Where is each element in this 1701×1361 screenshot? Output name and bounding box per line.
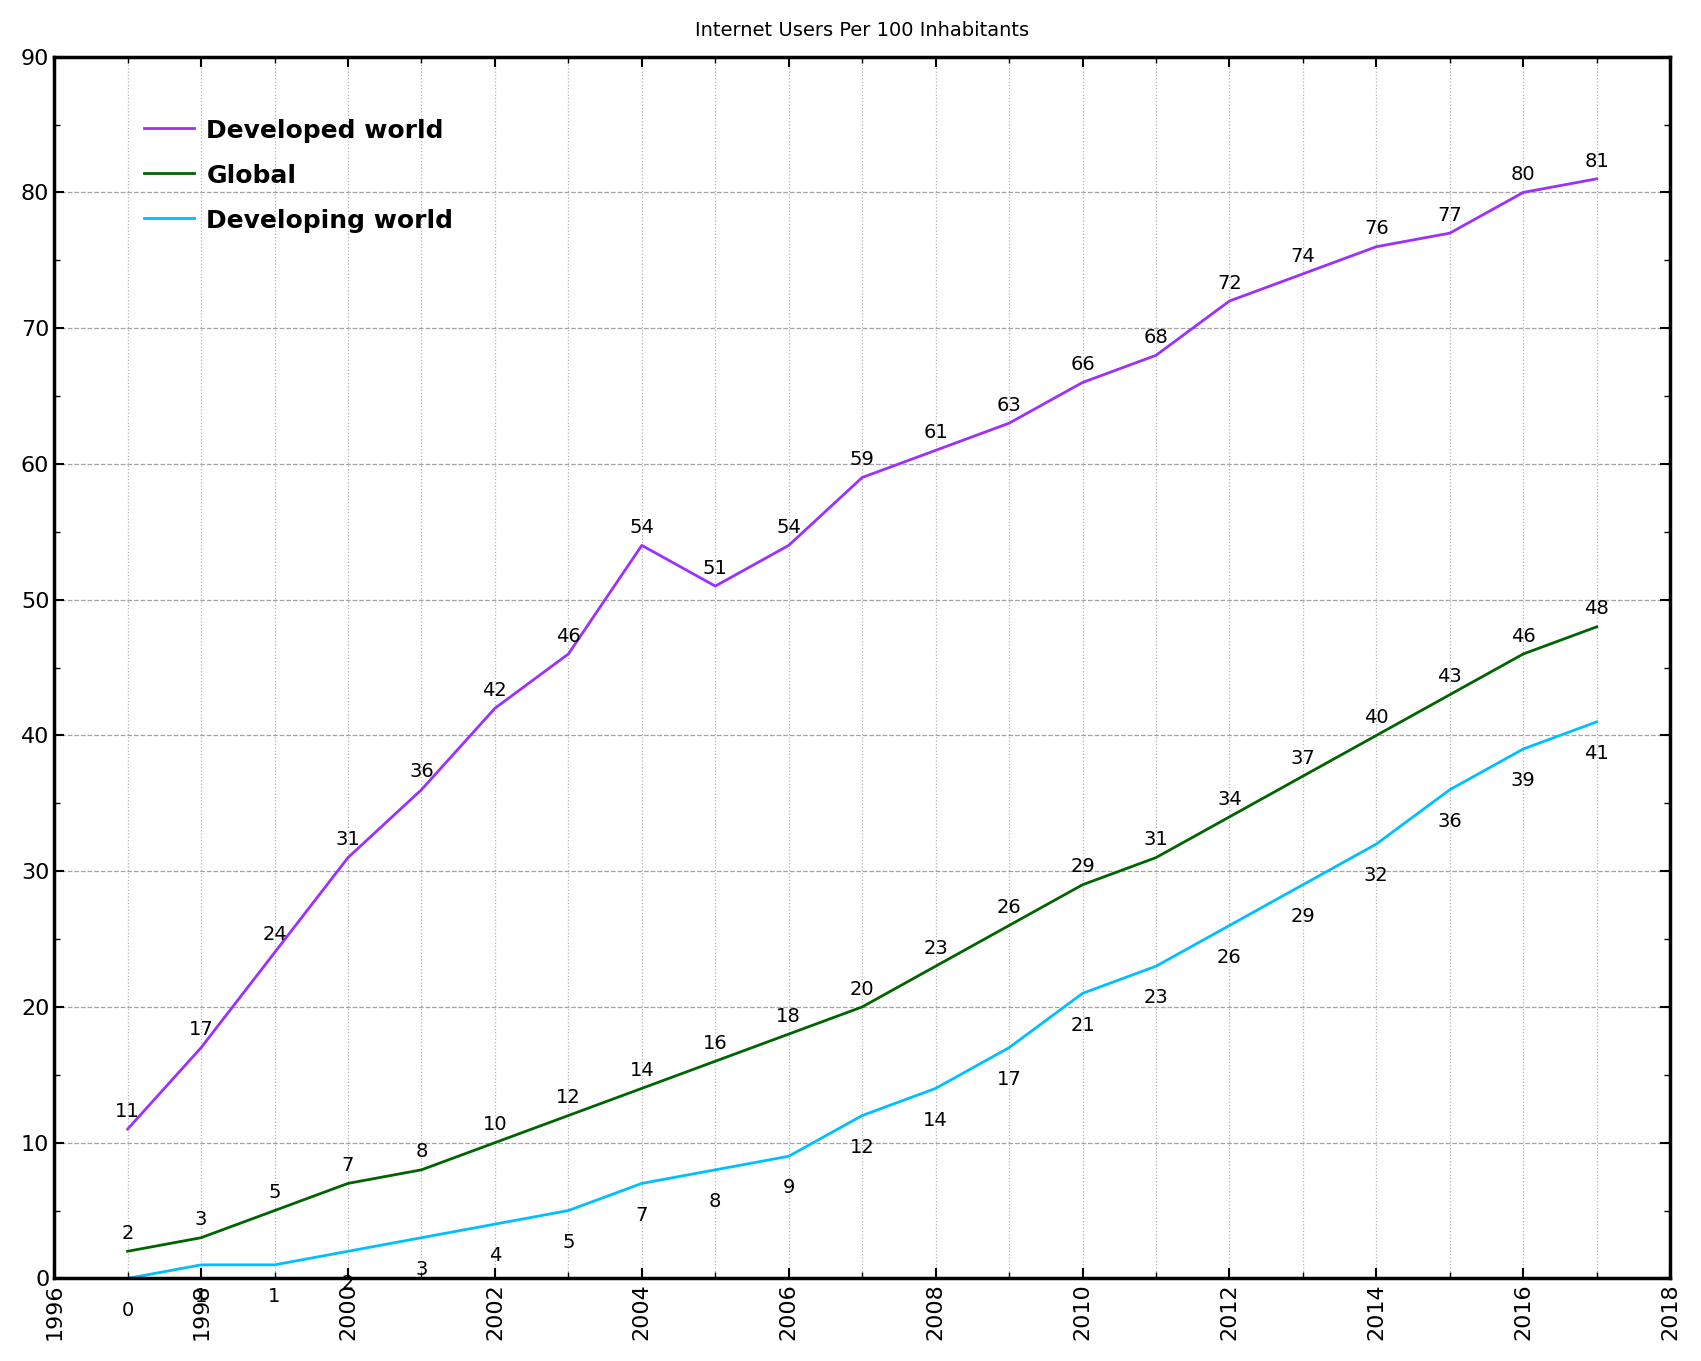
Text: 81: 81	[1584, 151, 1609, 170]
Text: 72: 72	[1218, 274, 1242, 293]
Text: 8: 8	[709, 1192, 721, 1211]
Text: 54: 54	[629, 519, 655, 538]
Text: 12: 12	[556, 1089, 580, 1108]
Text: 3: 3	[196, 1210, 208, 1229]
Text: 34: 34	[1218, 789, 1242, 808]
Text: 46: 46	[556, 626, 580, 645]
Text: 74: 74	[1291, 246, 1315, 265]
Text: 5: 5	[561, 1233, 575, 1252]
Text: 39: 39	[1510, 772, 1536, 791]
Text: 4: 4	[488, 1247, 502, 1266]
Text: 11: 11	[116, 1102, 139, 1120]
Text: 9: 9	[782, 1179, 794, 1198]
Text: 20: 20	[850, 980, 874, 999]
Text: 80: 80	[1510, 165, 1536, 184]
Text: 40: 40	[1364, 708, 1388, 727]
Text: 16: 16	[703, 1034, 728, 1053]
Text: 5: 5	[269, 1183, 281, 1202]
Text: 21: 21	[1070, 1015, 1095, 1034]
Text: 2: 2	[121, 1224, 134, 1243]
Text: 32: 32	[1364, 866, 1388, 885]
Text: 1: 1	[196, 1288, 208, 1307]
Text: 68: 68	[1143, 328, 1169, 347]
Text: 46: 46	[1510, 626, 1536, 645]
Text: 17: 17	[189, 1021, 214, 1040]
Text: 24: 24	[262, 925, 287, 945]
Text: 14: 14	[629, 1062, 655, 1081]
Text: 12: 12	[850, 1138, 874, 1157]
Text: 41: 41	[1584, 744, 1609, 764]
Text: 77: 77	[1437, 206, 1463, 225]
Text: 29: 29	[1070, 857, 1095, 876]
Text: 2: 2	[342, 1274, 354, 1293]
Title: Internet Users Per 100 Inhabitants: Internet Users Per 100 Inhabitants	[696, 20, 1029, 39]
Text: 0: 0	[121, 1301, 134, 1320]
Text: 63: 63	[997, 396, 1022, 415]
Text: 7: 7	[342, 1155, 354, 1175]
Text: 36: 36	[1437, 813, 1463, 832]
Text: 10: 10	[483, 1116, 507, 1134]
Text: 31: 31	[335, 830, 361, 849]
Text: 37: 37	[1291, 749, 1315, 768]
Text: 59: 59	[850, 450, 874, 470]
Text: 76: 76	[1364, 219, 1388, 238]
Text: 42: 42	[483, 680, 507, 700]
Text: 29: 29	[1291, 906, 1315, 925]
Text: 43: 43	[1437, 667, 1463, 686]
Text: 26: 26	[1218, 947, 1242, 966]
Text: 26: 26	[997, 898, 1022, 917]
Text: 23: 23	[924, 939, 947, 958]
Text: 23: 23	[1143, 988, 1169, 1007]
Text: 3: 3	[415, 1260, 427, 1279]
Text: 36: 36	[408, 762, 434, 781]
Text: 51: 51	[703, 559, 728, 578]
Legend: Developed world, Global, Developing world: Developed world, Global, Developing worl…	[131, 106, 466, 245]
Text: 18: 18	[776, 1007, 801, 1026]
Text: 1: 1	[269, 1288, 281, 1307]
Text: 14: 14	[924, 1111, 947, 1130]
Text: 17: 17	[997, 1070, 1022, 1089]
Text: 8: 8	[415, 1142, 427, 1161]
Text: 7: 7	[636, 1206, 648, 1225]
Text: 54: 54	[776, 519, 801, 538]
Text: 61: 61	[924, 423, 947, 442]
Text: 48: 48	[1584, 599, 1609, 618]
Text: 66: 66	[1070, 355, 1095, 374]
Text: 31: 31	[1143, 830, 1169, 849]
